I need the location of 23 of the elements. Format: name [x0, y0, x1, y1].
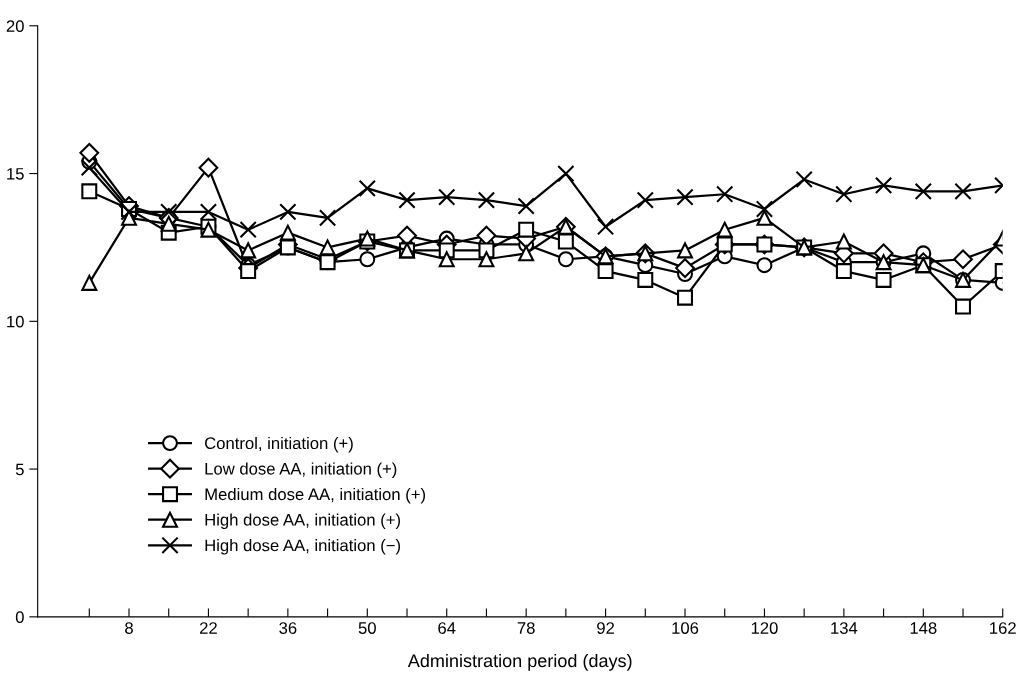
x-tick-label: 64 — [438, 622, 456, 634]
y-tick-label: 10 — [7, 315, 24, 328]
y-tick-label: 5 — [15, 463, 24, 476]
x-tick-label: 120 — [751, 622, 778, 634]
x-tick-label: 106 — [672, 622, 699, 634]
x-axis-title: Administration period (days) — [407, 653, 632, 671]
x-tick-label: 134 — [831, 622, 858, 634]
x-tick-label: 92 — [597, 622, 615, 634]
legend-label: High dose AA, initiation (−) — [205, 539, 401, 555]
legend-label: Medium dose AA, initiation (+) — [205, 487, 426, 504]
x-tick-label: 8 — [125, 622, 133, 634]
y-tick-label: 0 — [15, 611, 24, 624]
legend-label: Control, initiation (+) — [205, 436, 353, 453]
x-tick-label: 50 — [358, 622, 376, 634]
legend-label: High dose AA, initiation (+) — [205, 513, 401, 530]
x-tick-label: 22 — [200, 622, 217, 634]
x-tick-label: 36 — [279, 622, 297, 634]
y-tick-label: 20 — [6, 20, 24, 32]
x-tick-label: 148 — [910, 622, 937, 634]
legend-label: Low dose AA, initiation (+) — [205, 462, 397, 478]
x-tick-label: 162 — [990, 622, 1016, 634]
x-tick-label: 78 — [517, 622, 535, 634]
y-tick-label: 15 — [7, 168, 24, 180]
